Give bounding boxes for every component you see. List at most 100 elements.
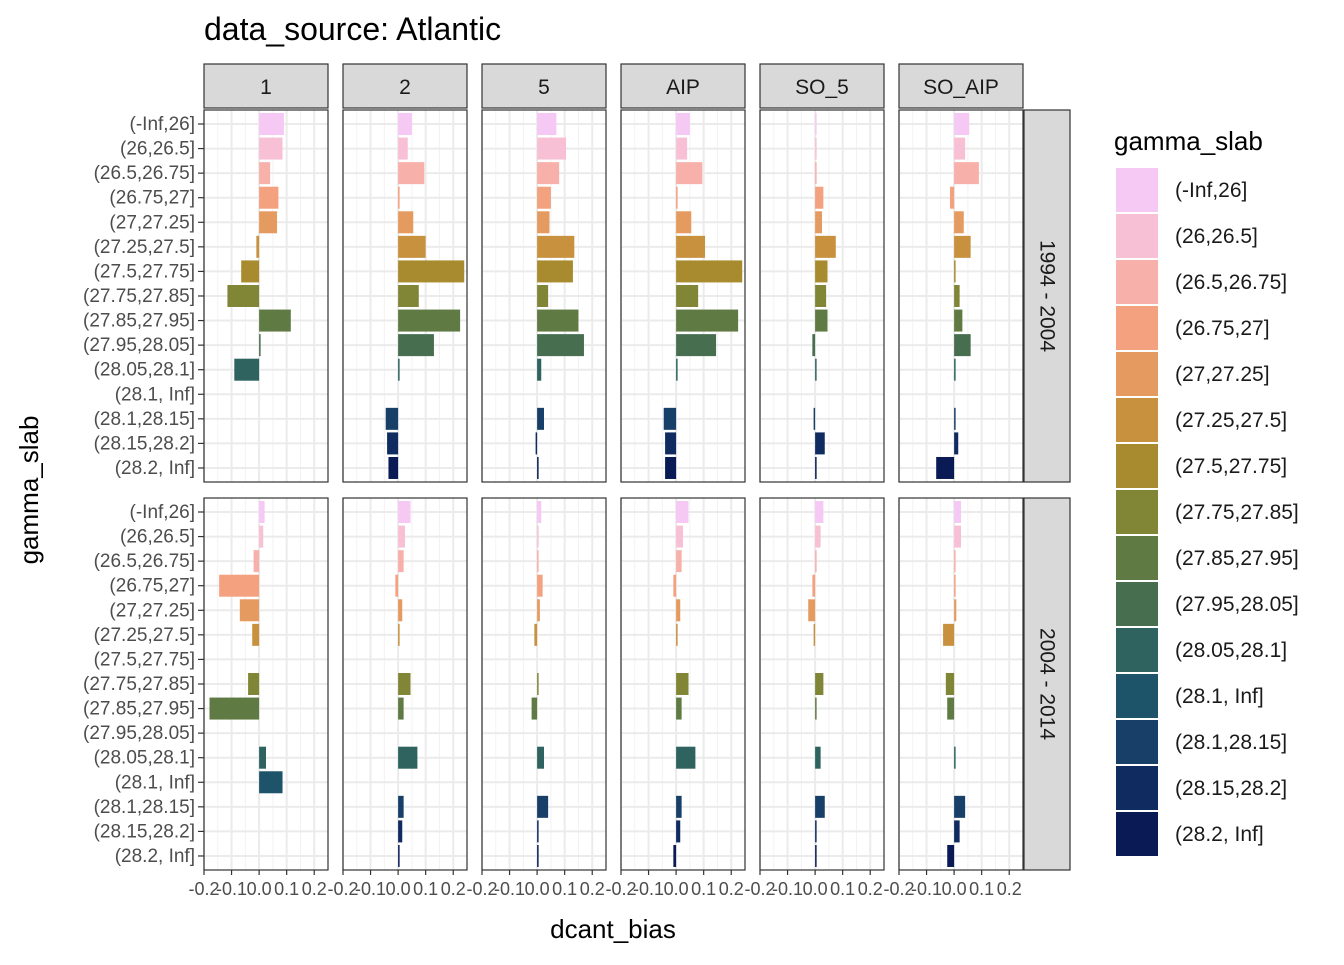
- bar: [815, 501, 824, 523]
- bar: [815, 309, 828, 332]
- bar: [531, 697, 538, 720]
- y-tick-label: (27.95,28.05]: [83, 335, 195, 356]
- bar: [815, 113, 817, 135]
- bar: [398, 260, 465, 283]
- bar: [673, 844, 677, 867]
- bar: [812, 334, 816, 357]
- bar: [815, 186, 824, 209]
- bar: [815, 795, 825, 818]
- bar: [253, 550, 260, 573]
- facet-strip-row: [1023, 109, 1071, 483]
- bar: [815, 137, 817, 160]
- bar: [954, 795, 966, 818]
- x-tick-label: 0.1: [552, 879, 577, 899]
- bar: [954, 550, 956, 573]
- facet-strip-col: [620, 63, 746, 109]
- y-tick-label: (26,26.5]: [120, 139, 195, 160]
- facet-panel: [620, 497, 746, 871]
- legend-key: [1116, 628, 1158, 672]
- bar: [537, 334, 584, 357]
- bar: [398, 162, 425, 185]
- panel-border: [481, 109, 607, 483]
- bar: [815, 697, 817, 720]
- bar: [398, 672, 411, 695]
- bar: [954, 599, 957, 622]
- panel-border: [898, 497, 1024, 871]
- bar: [676, 211, 692, 234]
- bar: [537, 795, 549, 818]
- bar: [949, 186, 955, 209]
- bar: [259, 771, 283, 794]
- bar: [676, 284, 699, 307]
- bar: [676, 795, 682, 818]
- panel-border: [620, 109, 746, 483]
- legend-key: [1116, 444, 1158, 488]
- legend-label: (26.75,27]: [1175, 317, 1270, 340]
- bar: [241, 260, 260, 283]
- bar: [676, 309, 739, 332]
- bar: [815, 211, 822, 234]
- bar: [954, 574, 956, 597]
- y-tick-label: (27.75,27.85]: [83, 674, 195, 695]
- x-tick-label: 0.2: [997, 879, 1022, 899]
- bar: [398, 501, 411, 523]
- bar: [259, 211, 278, 234]
- panel-border: [759, 497, 885, 871]
- legend-label: (26.5,26.75]: [1175, 271, 1287, 294]
- legend-label: (27.85,27.95]: [1175, 547, 1299, 570]
- bar: [815, 358, 817, 381]
- bar: [954, 525, 961, 548]
- y-tick-label: (-Inf,26]: [130, 114, 195, 135]
- bar: [537, 501, 542, 523]
- bar: [398, 113, 412, 135]
- legend-label: (27.75,27.85]: [1175, 501, 1299, 524]
- x-tick-label: 0.0: [525, 879, 550, 899]
- facet-panel: [620, 109, 746, 483]
- x-tick-label: -0.1: [633, 879, 664, 899]
- bar: [815, 456, 817, 479]
- bar: [234, 358, 260, 381]
- bar: [259, 746, 266, 769]
- legend-label: (28.15,28.2]: [1175, 777, 1287, 800]
- x-tick-label: -0.2: [605, 879, 636, 899]
- bar: [954, 432, 959, 455]
- bar: [227, 284, 260, 307]
- legend-key: [1116, 812, 1158, 856]
- bar: [673, 574, 677, 597]
- bar: [398, 746, 418, 769]
- x-tick-label: -0.2: [883, 879, 914, 899]
- legend-title: gamma_slab: [1114, 126, 1263, 156]
- bar: [398, 795, 404, 818]
- x-tick-label: -0.1: [772, 879, 803, 899]
- panel-border: [342, 109, 468, 483]
- bar: [676, 672, 689, 695]
- bar: [954, 113, 970, 135]
- panel-border: [898, 109, 1024, 483]
- bar: [815, 432, 825, 455]
- bar: [537, 162, 560, 185]
- bar: [259, 162, 271, 185]
- bar: [813, 623, 816, 646]
- bar: [676, 162, 703, 185]
- x-tick-label: -0.2: [327, 879, 358, 899]
- x-tick-label: 0.1: [830, 879, 855, 899]
- bar: [259, 137, 283, 160]
- bar: [815, 525, 821, 548]
- x-tick-label: 0.1: [274, 879, 299, 899]
- bar: [256, 235, 260, 258]
- bar: [954, 746, 956, 769]
- bar: [945, 672, 955, 695]
- legend-label: (28.2, Inf]: [1175, 823, 1264, 846]
- bar: [537, 284, 549, 307]
- bar: [676, 137, 688, 160]
- bar: [676, 501, 689, 523]
- bar: [676, 550, 682, 573]
- legend-label: (28.1, Inf]: [1175, 685, 1264, 708]
- legend-key: [1116, 214, 1158, 258]
- legend-label: (-Inf,26]: [1175, 179, 1247, 202]
- bar: [398, 358, 400, 381]
- bar: [395, 574, 399, 597]
- y-tick-label: (27.85,27.95]: [83, 311, 195, 332]
- bar: [954, 211, 964, 234]
- bar: [537, 456, 539, 479]
